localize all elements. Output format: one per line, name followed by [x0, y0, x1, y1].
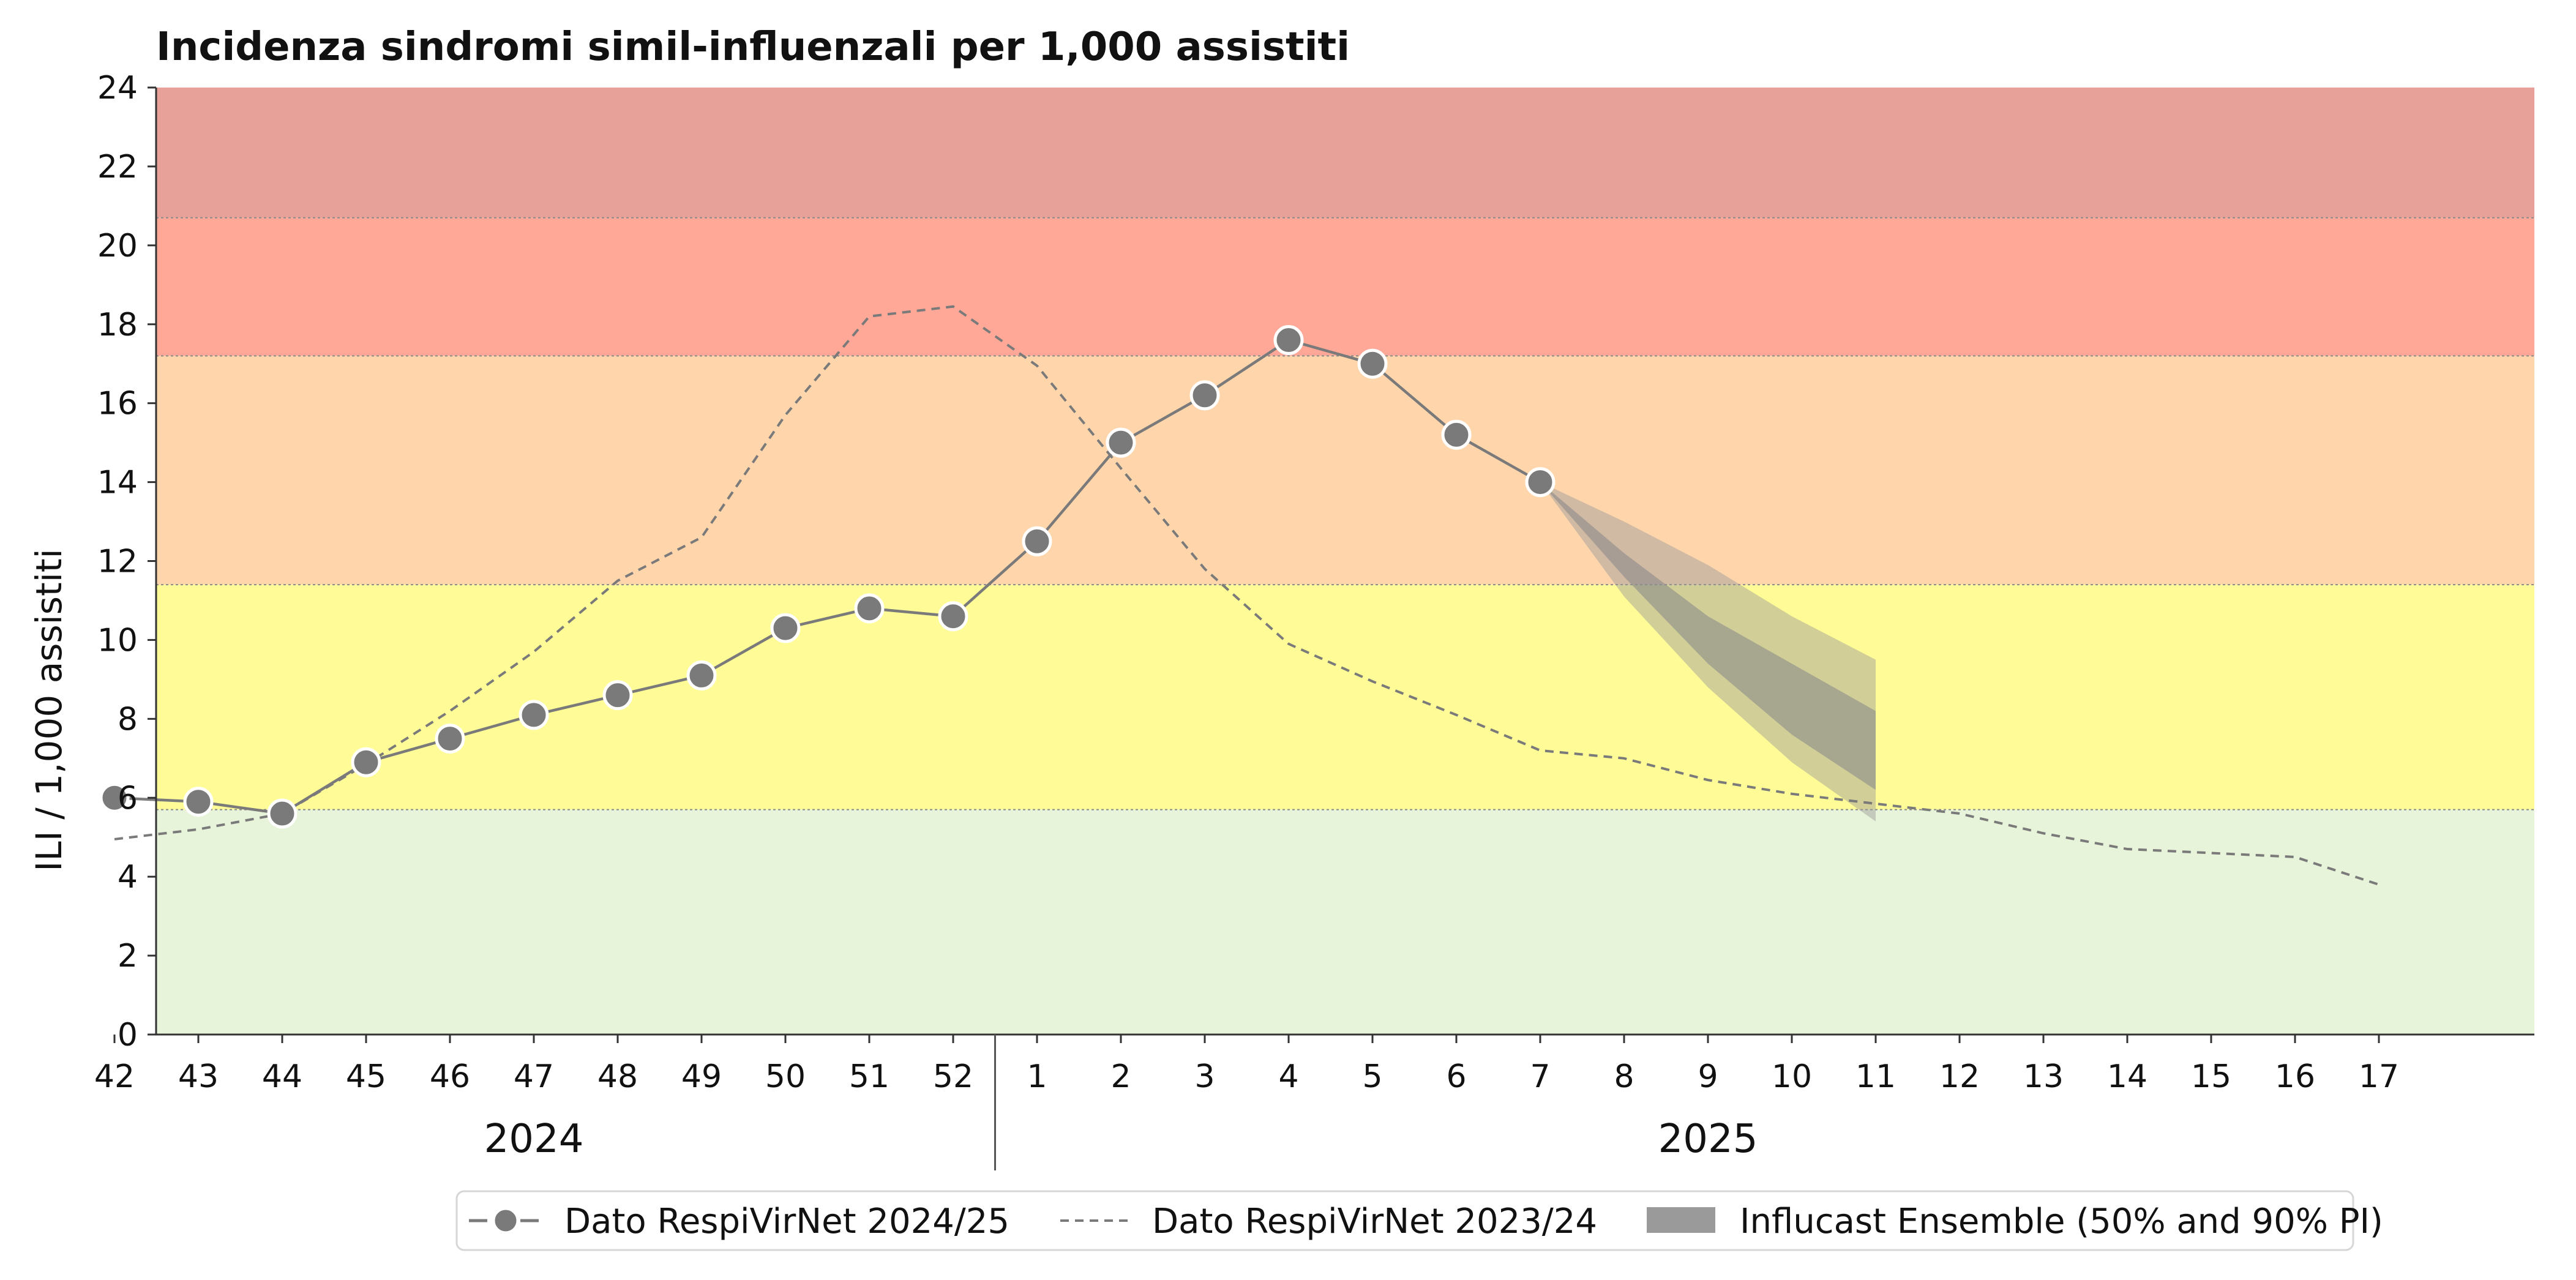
x-tick-label-7: 7 — [1530, 1058, 1550, 1095]
y-tick-label-10: 10 — [97, 622, 138, 659]
x-tick-label-50: 50 — [765, 1058, 806, 1095]
legend-label-2023-24: Dato RespiVirNet 2023/24 — [1152, 1202, 1597, 1241]
x-tick-label-5: 5 — [1362, 1058, 1382, 1095]
x-tick-label-2: 2 — [1110, 1058, 1131, 1095]
chart-title: Incidenza sindromi simil-influenzali per… — [156, 24, 1350, 70]
x-tick-labels: 42 43 44 45 46 47 48 49 50 51 52 1 2 3 4 5 6 7 8 9 10 11 12 13 1… — [94, 1035, 2399, 1095]
y-tick-label-14: 14 — [97, 465, 138, 501]
point-2024-25-week-49 — [686, 660, 717, 691]
legend-band-swatch — [1647, 1207, 1715, 1233]
series-2023-24-line — [114, 305, 2379, 886]
x-tick-label-4: 4 — [1278, 1058, 1298, 1095]
threshold-band-2 — [156, 356, 2534, 585]
y-tick-label-12: 12 — [97, 544, 138, 580]
point-2024-25-week-4 — [1273, 325, 1304, 356]
x-tick-label-15: 15 — [2191, 1058, 2231, 1095]
point-2024-25-week-43 — [183, 787, 214, 817]
x-tick-label-8: 8 — [1614, 1058, 1634, 1095]
x-tick-label-52: 52 — [933, 1058, 973, 1095]
x-tick-label-47: 47 — [514, 1058, 554, 1095]
x-tick-label-16: 16 — [2275, 1058, 2315, 1095]
y-tick-label-20: 20 — [97, 228, 138, 264]
x-tick-label-14: 14 — [2107, 1058, 2147, 1095]
y-tick-label-22: 22 — [97, 149, 138, 185]
y-axis-label: ILI / 1,000 assistiti — [28, 548, 70, 871]
x-tick-label-45: 45 — [346, 1058, 386, 1095]
x-tick-label-51: 51 — [849, 1058, 889, 1095]
point-2024-25-week-2 — [1106, 427, 1136, 458]
x-tick-label-3: 3 — [1194, 1058, 1215, 1095]
legend: Dato RespiVirNet 2024/25 Dato RespiVirNe… — [455, 1190, 2383, 1251]
legend-marker-dot — [492, 1207, 520, 1235]
point-2024-25-week-3 — [1189, 380, 1220, 411]
point-2024-25-week-7 — [1525, 467, 1556, 498]
threshold-band-0 — [156, 809, 2534, 1035]
y-tick-label-18: 18 — [97, 307, 138, 343]
x-tick-label-43: 43 — [178, 1058, 219, 1095]
y-tick-label-24: 24 — [97, 70, 138, 107]
threshold-bands — [156, 88, 2534, 1035]
point-2024-25-week-50 — [770, 613, 801, 643]
x-tick-label-11: 11 — [1855, 1058, 1896, 1095]
x-tick-label-42: 42 — [94, 1058, 135, 1095]
point-2024-25-week-46 — [435, 724, 465, 754]
x-tick-label-46: 46 — [430, 1058, 470, 1095]
y-tick-label-16: 16 — [97, 386, 138, 422]
point-2024-25-week-5 — [1357, 348, 1388, 379]
legend-frame — [455, 1190, 2354, 1251]
y-tick-label-6: 6 — [118, 780, 138, 817]
legend-label-2024-25: Dato RespiVirNet 2024/25 — [564, 1202, 1009, 1241]
point-2024-25-week-45 — [351, 747, 381, 777]
point-2024-25-week-6 — [1441, 419, 1472, 450]
threshold-band-4 — [156, 88, 2534, 218]
point-2024-25-week-44 — [267, 798, 298, 829]
y-tick-label-8: 8 — [118, 701, 138, 738]
x-tick-label-6: 6 — [1446, 1058, 1466, 1095]
x-tick-label-9: 9 — [1698, 1058, 1718, 1095]
x-tick-label-12: 12 — [1939, 1058, 1980, 1095]
series-markers — [99, 325, 1556, 829]
year-label-2025: 2025 — [1658, 1117, 1758, 1162]
forecast-bands — [1540, 482, 1876, 822]
point-2024-25-week-1 — [1022, 526, 1052, 556]
forecast-band-50 — [1540, 482, 1876, 790]
y-tick-label-0: 0 — [118, 1017, 138, 1054]
x-tick-label-49: 49 — [681, 1058, 722, 1095]
point-2024-25-week-51 — [854, 593, 885, 624]
x-tick-label-1: 1 — [1027, 1058, 1047, 1095]
point-2024-25-week-48 — [602, 680, 633, 711]
legend-label-influcast: Influcast Ensemble (50% and 90% PI) — [1740, 1202, 2383, 1241]
year-label-2024: 2024 — [484, 1117, 584, 1162]
point-2024-25-week-47 — [519, 700, 549, 730]
threshold-band-1 — [156, 585, 2534, 810]
y-tick-label-4: 4 — [118, 859, 138, 896]
x-tick-label-44: 44 — [262, 1058, 302, 1095]
x-tick-label-17: 17 — [2359, 1058, 2399, 1095]
x-tick-label-13: 13 — [2023, 1058, 2064, 1095]
y-tick-label-2: 2 — [118, 938, 138, 975]
point-2024-25-week-52 — [938, 601, 968, 632]
year-labels: 2024 2025 — [484, 1035, 1758, 1170]
point-2024-25-week-42 — [99, 782, 130, 813]
threshold-band-3 — [156, 217, 2534, 356]
x-tick-label-48: 48 — [597, 1058, 638, 1095]
x-tick-label-10: 10 — [1772, 1058, 1812, 1095]
